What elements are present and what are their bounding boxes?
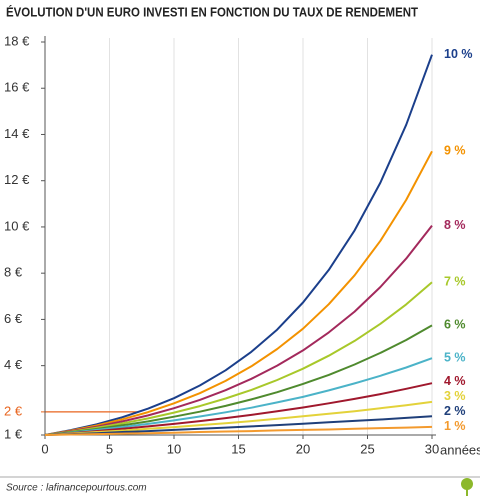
legend-label: 7 % [444,274,466,288]
legend-label: 10 % [444,47,473,61]
legend-label: 4 % [444,374,466,388]
x-tick-label: 30 [425,441,439,456]
series-line [44,281,433,436]
series-line [44,54,433,436]
y-tick-label: 12 € [4,172,30,187]
series-line [44,357,433,436]
legend-label: 9 % [444,144,466,158]
legend-label: 5 % [444,351,466,365]
x-tick-label: 0 [41,441,48,456]
legend-label: 2 % [444,404,466,418]
series-line [44,425,433,436]
series-line [44,382,433,436]
series-line [44,415,433,436]
x-tick-label: 15 [231,441,245,456]
series-line [44,224,433,436]
y-tick-label: 14 € [4,126,30,141]
source: Source : lafinancepourtous.com [6,483,147,494]
y-tick-label: 16 € [4,80,30,95]
legend-label: 6 % [444,318,466,332]
series-line [44,324,433,436]
legend-label: 8 % [444,218,466,232]
y-tick-label: 1 € [4,426,23,441]
legend-label: 3 % [444,389,466,403]
x-tick-label: 25 [360,441,374,456]
y-tick-label: 2 € [4,403,23,418]
y-tick-label: 18 € [4,33,30,48]
logo [461,478,473,496]
x-axis-label: années [440,442,480,457]
x-tick-label: 10 [167,441,181,456]
x-tick-label: 5 [106,441,113,456]
x-tick-label: 20 [296,441,310,456]
y-tick-label: 10 € [4,218,30,233]
y-tick-label: 6 € [4,311,23,326]
y-tick-label: 8 € [4,265,23,280]
series-line [44,150,433,436]
series-line [44,400,433,436]
chart-title: ÉVOLUTION D'UN EURO INVESTI EN FONCTION … [6,4,418,19]
legend-label: 1 % [444,419,466,433]
y-tick-label: 4 € [4,357,23,372]
